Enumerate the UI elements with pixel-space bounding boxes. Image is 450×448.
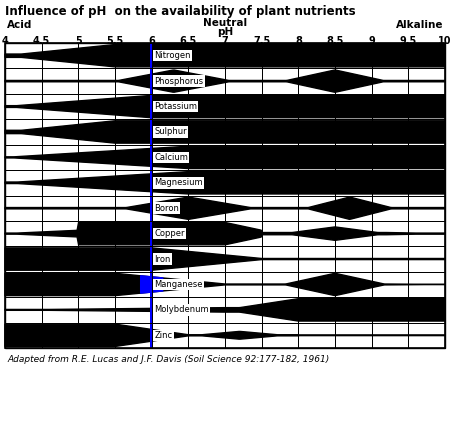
Polygon shape (5, 146, 445, 168)
Text: 10: 10 (438, 36, 450, 46)
Bar (150, 170, 153, 195)
Polygon shape (5, 223, 445, 245)
Bar (5, 43, 445, 348)
Text: 4: 4 (2, 36, 9, 46)
Text: Iron: Iron (154, 254, 171, 263)
Polygon shape (5, 95, 445, 118)
Text: Copper: Copper (154, 229, 184, 238)
Polygon shape (5, 121, 445, 143)
Bar (5, 43, 445, 348)
Bar (150, 272, 153, 297)
Text: Boron: Boron (154, 204, 179, 213)
Text: Calcium: Calcium (154, 153, 188, 162)
Text: Potassium: Potassium (154, 102, 197, 111)
Polygon shape (5, 273, 445, 296)
Bar (150, 94, 153, 119)
Text: 9.5: 9.5 (400, 36, 417, 46)
Bar (150, 43, 153, 69)
Text: Influence of pH  on the availability of plant nutrients: Influence of pH on the availability of p… (5, 5, 356, 18)
Text: 7: 7 (221, 36, 228, 46)
Bar (150, 297, 153, 323)
Text: Acid: Acid (7, 20, 32, 30)
Polygon shape (5, 172, 445, 194)
Bar (150, 145, 153, 170)
Text: Neutral: Neutral (203, 18, 247, 28)
Text: Adapted from R.E. Lucas and J.F. Davis (Soil Science 92:177-182, 1961): Adapted from R.E. Lucas and J.F. Davis (… (7, 355, 329, 364)
Text: Zinc: Zinc (154, 331, 172, 340)
Text: Sulphur: Sulphur (154, 128, 187, 137)
Polygon shape (5, 197, 445, 220)
Text: Molybdenum: Molybdenum (154, 306, 209, 314)
Text: 6.5: 6.5 (180, 36, 197, 46)
Text: 8.5: 8.5 (326, 36, 344, 46)
Polygon shape (141, 276, 162, 293)
Text: Magnesium: Magnesium (154, 178, 203, 187)
Polygon shape (5, 248, 445, 270)
Polygon shape (5, 324, 445, 346)
Text: 5.5: 5.5 (106, 36, 124, 46)
Polygon shape (5, 70, 445, 92)
Text: Alkaline: Alkaline (396, 20, 443, 30)
Polygon shape (5, 299, 445, 321)
Text: 9: 9 (368, 36, 375, 46)
Text: pH: pH (217, 27, 233, 37)
Text: Phosphorus: Phosphorus (154, 77, 203, 86)
Text: Nitrogen: Nitrogen (154, 51, 191, 60)
Text: 8: 8 (295, 36, 302, 46)
Text: 6: 6 (148, 36, 155, 46)
Bar (150, 119, 153, 145)
Bar (150, 195, 153, 221)
Polygon shape (5, 44, 445, 67)
Bar (150, 323, 153, 348)
Bar (150, 246, 153, 272)
Text: Manganese: Manganese (154, 280, 202, 289)
Text: 4.5: 4.5 (33, 36, 50, 46)
Bar (150, 221, 153, 246)
Text: 5: 5 (75, 36, 82, 46)
Bar (150, 69, 153, 94)
Text: 7.5: 7.5 (253, 36, 270, 46)
